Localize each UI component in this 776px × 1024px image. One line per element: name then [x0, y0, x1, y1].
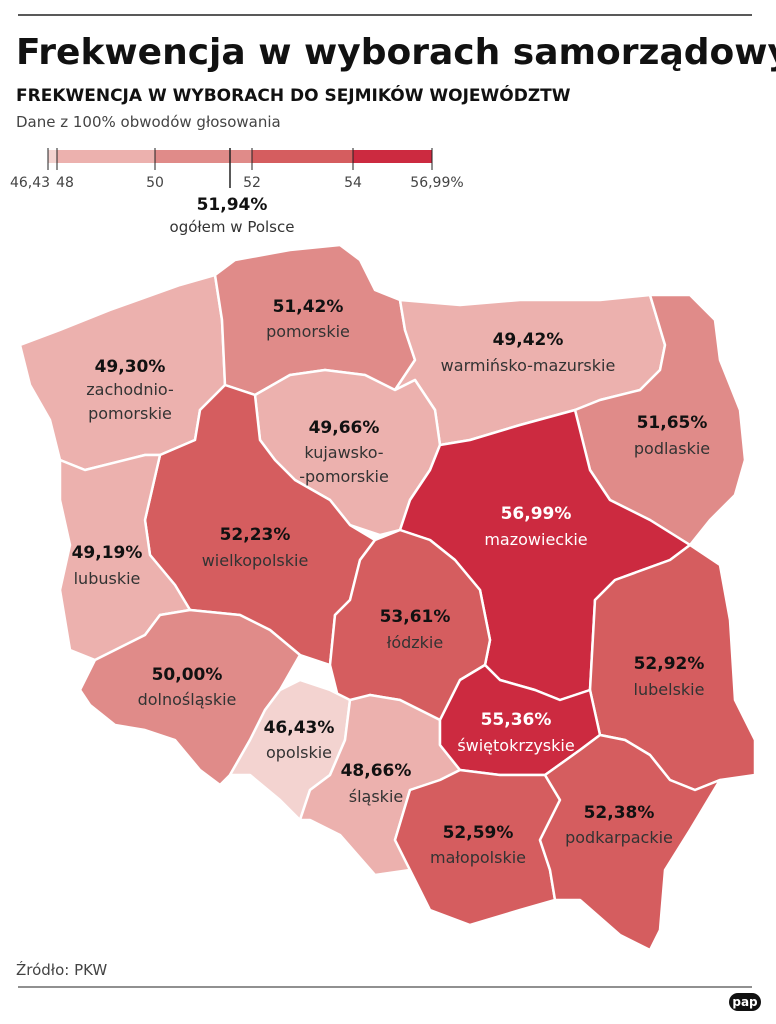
legend-tick-label: 50	[146, 175, 164, 191]
region-name: podkarpackie	[565, 828, 673, 847]
region-value: 49,19%	[72, 543, 143, 563]
region-name: świętokrzyskie	[457, 736, 574, 755]
legend-swatch	[353, 150, 432, 163]
note: Dane z 100% obwodów głosowania	[16, 113, 281, 131]
map	[18, 243, 757, 952]
national-label: ogółem w Polsce	[170, 218, 295, 236]
region-value: 52,59%	[443, 823, 514, 843]
region-value: 50,00%	[152, 665, 223, 685]
region-value: 55,36%	[481, 710, 552, 730]
legend-tick-label: 48	[56, 175, 74, 191]
region-labels: 49,30% zachodnio- pomorskie 51,42% pomor…	[72, 297, 711, 867]
logo: pap	[732, 995, 758, 1009]
region-value: 48,66%	[341, 761, 412, 781]
region-value: 52,38%	[584, 803, 655, 823]
region-value: 51,65%	[637, 413, 708, 433]
region-name: wielkopolskie	[202, 551, 309, 570]
source: Źródło: PKW	[16, 960, 107, 979]
region-name: małopolskie	[430, 848, 526, 867]
national-value: 51,94%	[197, 195, 268, 215]
region-name: podlaskie	[634, 439, 710, 458]
region-value: 46,43%	[264, 718, 335, 738]
region-value: 53,61%	[380, 607, 451, 627]
region-name: śląskie	[349, 787, 403, 806]
region-name: mazowieckie	[484, 530, 587, 549]
region-name: lubuskie	[74, 569, 141, 588]
region-name: -pomorskie	[299, 467, 389, 486]
legend-swatch	[252, 150, 353, 163]
legend-swatch	[57, 150, 155, 163]
legend-swatch	[48, 150, 57, 163]
region-shape	[538, 733, 722, 952]
region-value: 49,42%	[493, 330, 564, 350]
region-name: pomorskie	[266, 322, 350, 341]
title: Frekwencja w wyborach samorządowych	[16, 32, 776, 73]
legend-tick-label: 54	[344, 175, 362, 191]
legend-tick-label: 46,43	[10, 175, 50, 191]
subtitle: FREKWENCJA W WYBORACH DO SEJMIKÓW WOJEWÓ…	[16, 84, 571, 106]
region-name: pomorskie	[88, 404, 172, 423]
region-value: 52,92%	[634, 654, 705, 674]
region-name: warmińsko-mazurskie	[441, 356, 616, 375]
region-name: zachodnio-	[86, 380, 174, 399]
legend-swatch	[155, 150, 252, 163]
region-name: opolskie	[266, 743, 332, 762]
region-name: kujawsko-	[304, 443, 383, 462]
region-value: 56,99%	[501, 504, 572, 524]
legend: 46,43 48 50 52 54 56,99%	[10, 148, 464, 191]
region-value: 52,23%	[220, 525, 291, 545]
region-value: 49,66%	[309, 418, 380, 438]
region-value: 51,42%	[273, 297, 344, 317]
legend-tick-label: 56,99%	[410, 175, 463, 191]
legend-tick-label: 52	[243, 175, 261, 191]
region-name: dolnośląskie	[138, 690, 237, 709]
region-value: 49,30%	[95, 357, 166, 377]
logo-badge	[729, 993, 761, 1011]
region-name: lubelskie	[634, 680, 705, 699]
region-name: łódzkie	[387, 633, 443, 652]
